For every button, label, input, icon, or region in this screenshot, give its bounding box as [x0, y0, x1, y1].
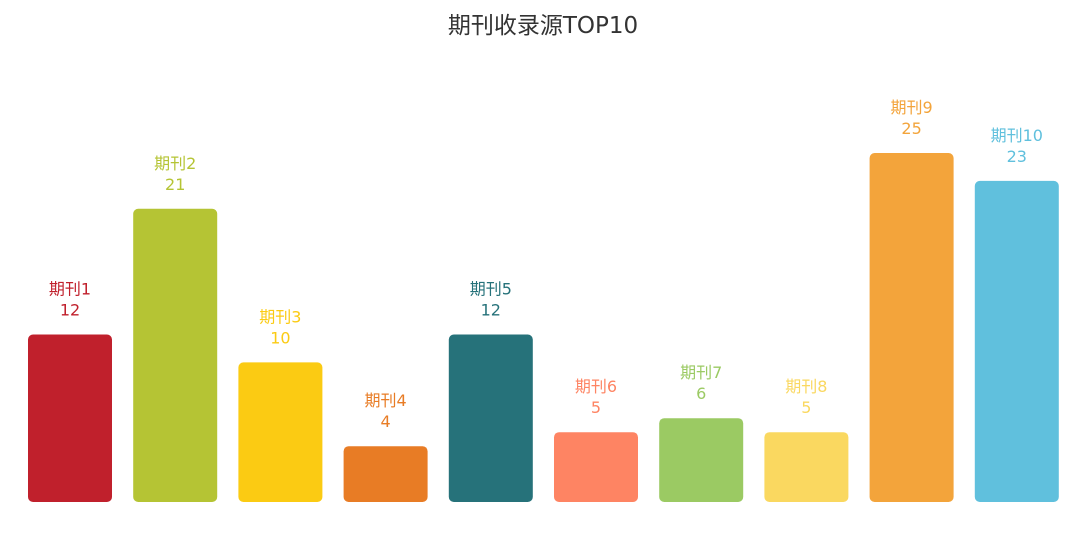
bar-category-label-1: 期刊1 [49, 280, 91, 299]
bar-category-label-2: 期刊2 [154, 154, 196, 173]
bar-4[interactable] [343, 446, 428, 502]
bar-value-label-1: 12 [60, 301, 80, 320]
bar-1[interactable] [28, 334, 112, 503]
bar-category-label-8: 期刊8 [785, 377, 827, 396]
bar-category-label-5: 期刊5 [470, 280, 512, 299]
bar-value-label-8: 5 [801, 398, 811, 417]
chart-title: 期刊收录源TOP10 [447, 13, 639, 39]
bar-category-label-3: 期刊3 [259, 307, 301, 326]
bar-5[interactable] [448, 334, 533, 503]
bar-6[interactable] [554, 432, 638, 502]
bar-value-label-6: 5 [591, 398, 601, 417]
bar-value-label-3: 10 [270, 328, 290, 347]
bar-value-label-2: 21 [165, 175, 185, 194]
labels-layer: 期刊1 12 期刊2 21 期刊3 10 期刊4 4 期刊5 12 期刊6 5 期刊7 6 期刊8 5 期刊9 2… [49, 98, 1043, 431]
bar-category-label-10: 期刊10 [991, 126, 1043, 145]
bar-7[interactable] [659, 418, 744, 502]
bar-category-label-9: 期刊9 [891, 98, 933, 117]
bars-layer [28, 153, 1059, 503]
bar-value-label-4: 4 [381, 412, 391, 431]
bar-8[interactable] [764, 432, 849, 502]
bar-value-label-9: 25 [901, 119, 921, 138]
bar-value-label-5: 12 [481, 301, 501, 320]
bar-category-label-4: 期刊4 [365, 391, 407, 410]
bar-9[interactable] [869, 153, 954, 502]
bar-3[interactable] [238, 362, 323, 502]
bar-value-label-7: 6 [696, 384, 706, 403]
bar-2[interactable] [133, 208, 218, 503]
bar-10[interactable] [974, 180, 1059, 502]
bar-category-label-6: 期刊6 [575, 377, 617, 396]
bar-category-label-7: 期刊7 [680, 363, 722, 382]
bar-value-label-10: 23 [1007, 147, 1027, 166]
